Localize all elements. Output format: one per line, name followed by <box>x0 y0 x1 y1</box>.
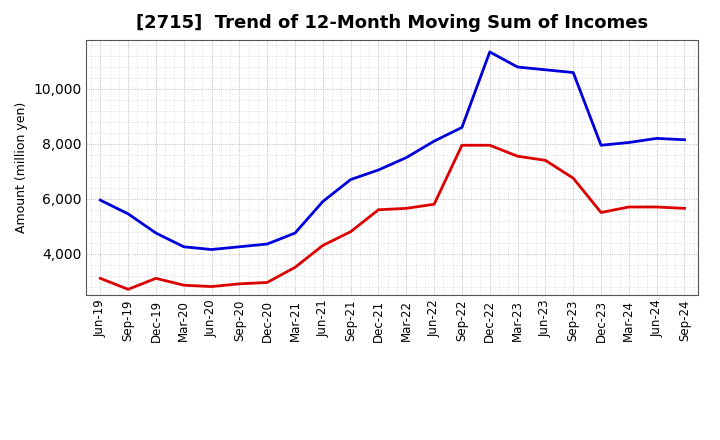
Net Income <box>124 287 132 292</box>
Line: Ordinary Income: Ordinary Income <box>100 52 685 249</box>
Ordinary Income <box>458 125 467 130</box>
Ordinary Income <box>485 49 494 55</box>
Net Income <box>152 276 161 281</box>
Net Income <box>680 206 689 211</box>
Net Income <box>263 280 271 285</box>
Net Income <box>402 206 410 211</box>
Ordinary Income <box>541 67 550 73</box>
Ordinary Income <box>430 139 438 144</box>
Net Income <box>430 202 438 207</box>
Net Income <box>513 154 522 159</box>
Ordinary Income <box>569 70 577 75</box>
Ordinary Income <box>96 198 104 203</box>
Net Income <box>624 204 633 209</box>
Net Income <box>96 276 104 281</box>
Net Income <box>318 243 327 248</box>
Net Income <box>291 265 300 270</box>
Ordinary Income <box>152 231 161 236</box>
Ordinary Income <box>291 231 300 236</box>
Net Income <box>485 143 494 148</box>
Ordinary Income <box>263 242 271 247</box>
Ordinary Income <box>207 247 216 252</box>
Net Income <box>597 210 606 215</box>
Ordinary Income <box>680 137 689 143</box>
Net Income <box>652 204 661 209</box>
Ordinary Income <box>179 244 188 249</box>
Ordinary Income <box>652 136 661 141</box>
Legend: Ordinary Income, Net Income: Ordinary Income, Net Income <box>233 434 552 440</box>
Ordinary Income <box>124 211 132 216</box>
Ordinary Income <box>513 64 522 70</box>
Ordinary Income <box>624 140 633 145</box>
Ordinary Income <box>318 199 327 204</box>
Ordinary Income <box>597 143 606 148</box>
Y-axis label: Amount (million yen): Amount (million yen) <box>14 102 28 233</box>
Net Income <box>207 284 216 289</box>
Ordinary Income <box>374 167 383 172</box>
Net Income <box>541 158 550 163</box>
Ordinary Income <box>346 177 355 182</box>
Net Income <box>235 281 243 286</box>
Net Income <box>458 143 467 148</box>
Ordinary Income <box>402 155 410 160</box>
Line: Net Income: Net Income <box>100 145 685 290</box>
Ordinary Income <box>235 244 243 249</box>
Net Income <box>569 176 577 181</box>
Net Income <box>374 207 383 213</box>
Net Income <box>179 282 188 288</box>
Title: [2715]  Trend of 12-Month Moving Sum of Incomes: [2715] Trend of 12-Month Moving Sum of I… <box>136 15 649 33</box>
Net Income <box>346 229 355 235</box>
